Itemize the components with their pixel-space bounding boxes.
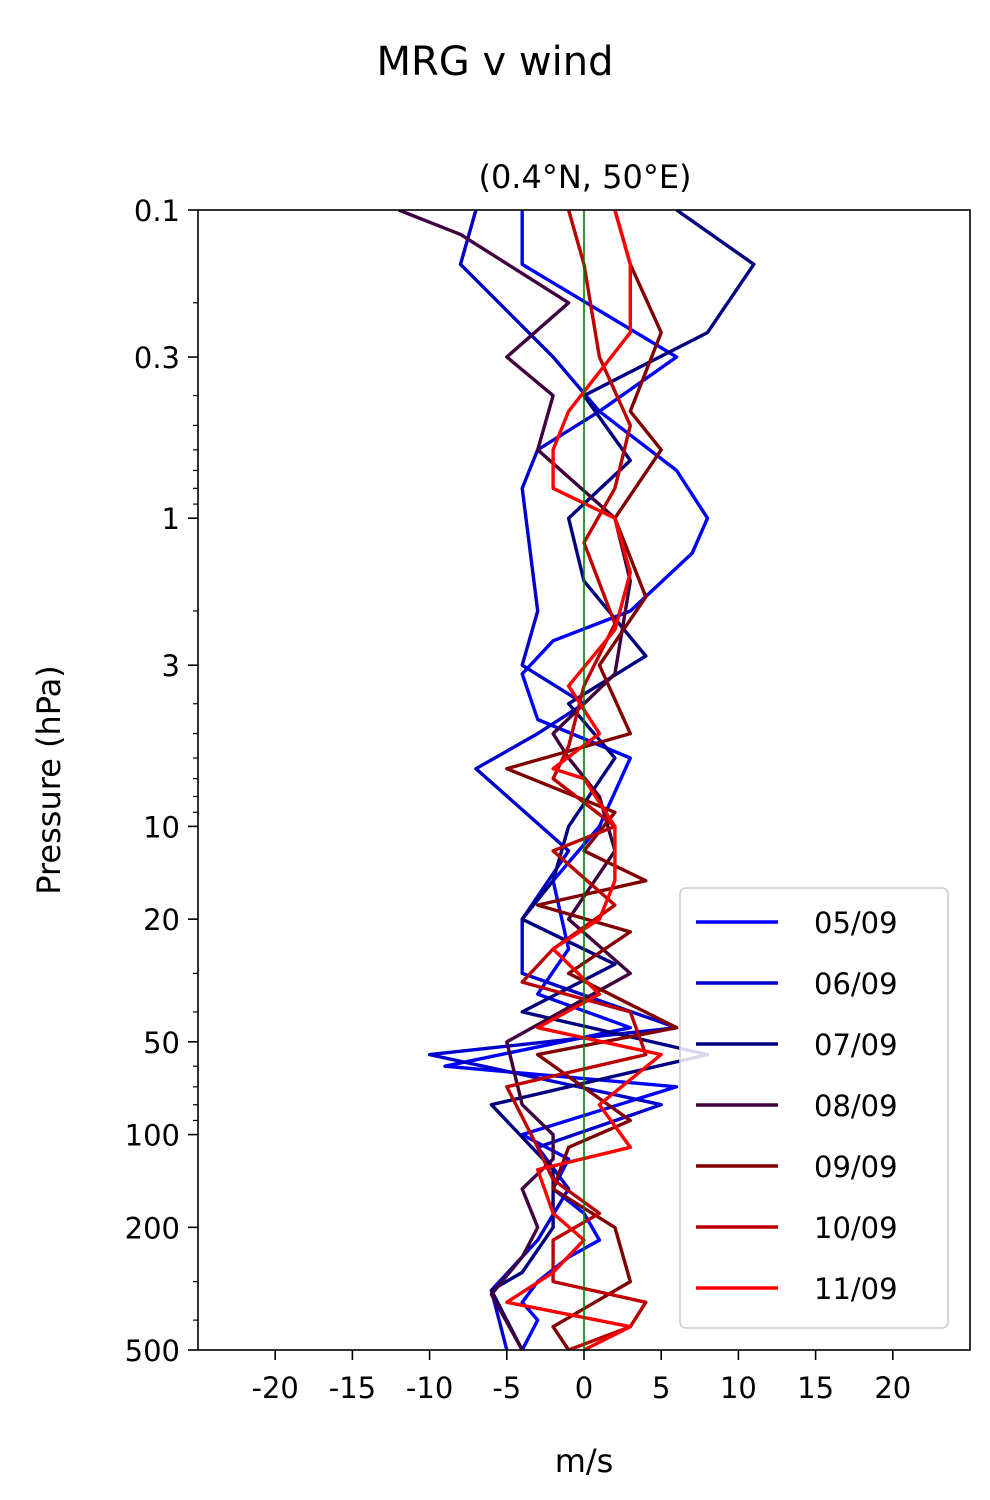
legend-box bbox=[679, 887, 949, 1329]
series-line-5 bbox=[505, 210, 679, 1350]
series-line-6 bbox=[505, 210, 648, 1350]
legend-label: 05/09 bbox=[814, 906, 898, 940]
x-tick-label: 20 bbox=[874, 1371, 911, 1405]
x-axis-label: m/s bbox=[555, 1442, 614, 1480]
x-tick-label: 10 bbox=[720, 1371, 757, 1405]
series-line-3 bbox=[489, 210, 756, 1350]
legend-label: 10/09 bbox=[814, 1211, 898, 1245]
y-tick-label: 50 bbox=[143, 1026, 180, 1060]
y-tick-label: 1 bbox=[162, 502, 180, 536]
legend-label: 11/09 bbox=[814, 1272, 898, 1306]
chart-title: (0.4°N, 50°E) bbox=[478, 158, 691, 196]
y-tick-label: 200 bbox=[125, 1211, 180, 1245]
legend-label: 07/09 bbox=[814, 1028, 898, 1062]
legend-label: 06/09 bbox=[814, 967, 898, 1001]
legend-label: 09/09 bbox=[814, 1150, 898, 1184]
legend-label: 08/09 bbox=[814, 1089, 898, 1123]
y-axis: 0.1 0.3 1 3 10 20 50 100 200 500 bbox=[125, 194, 198, 1368]
y-tick-label: 0.3 bbox=[134, 341, 180, 375]
x-tick-label: -5 bbox=[492, 1371, 521, 1405]
x-tick-label: -15 bbox=[329, 1371, 376, 1405]
x-tick-label: 15 bbox=[797, 1371, 834, 1405]
y-tick-label: 500 bbox=[125, 1334, 180, 1368]
x-tick-label: 0 bbox=[575, 1371, 593, 1405]
series-line-7 bbox=[505, 210, 663, 1350]
x-tick-label: -10 bbox=[406, 1371, 453, 1405]
chart-suptitle: MRG v wind bbox=[377, 39, 614, 85]
y-tick-label: 20 bbox=[143, 903, 180, 937]
x-tick-label: -20 bbox=[252, 1371, 299, 1405]
y-axis-label: Pressure (hPa) bbox=[30, 665, 68, 895]
series-line-1 bbox=[443, 210, 710, 1350]
legend: 05/09 06/09 07/09 08/09 09/09 10/09 11/09 bbox=[679, 887, 949, 1329]
y-tick-label: 3 bbox=[162, 649, 180, 683]
y-tick-label: 10 bbox=[143, 810, 180, 844]
y-tick-label: 100 bbox=[125, 1119, 180, 1153]
series-line-4 bbox=[398, 210, 632, 1350]
y-tick-label: 0.1 bbox=[134, 194, 180, 228]
x-axis: -20 -15 -10 -5 0 5 10 15 20 bbox=[252, 1350, 911, 1405]
x-tick-label: 5 bbox=[652, 1371, 670, 1405]
